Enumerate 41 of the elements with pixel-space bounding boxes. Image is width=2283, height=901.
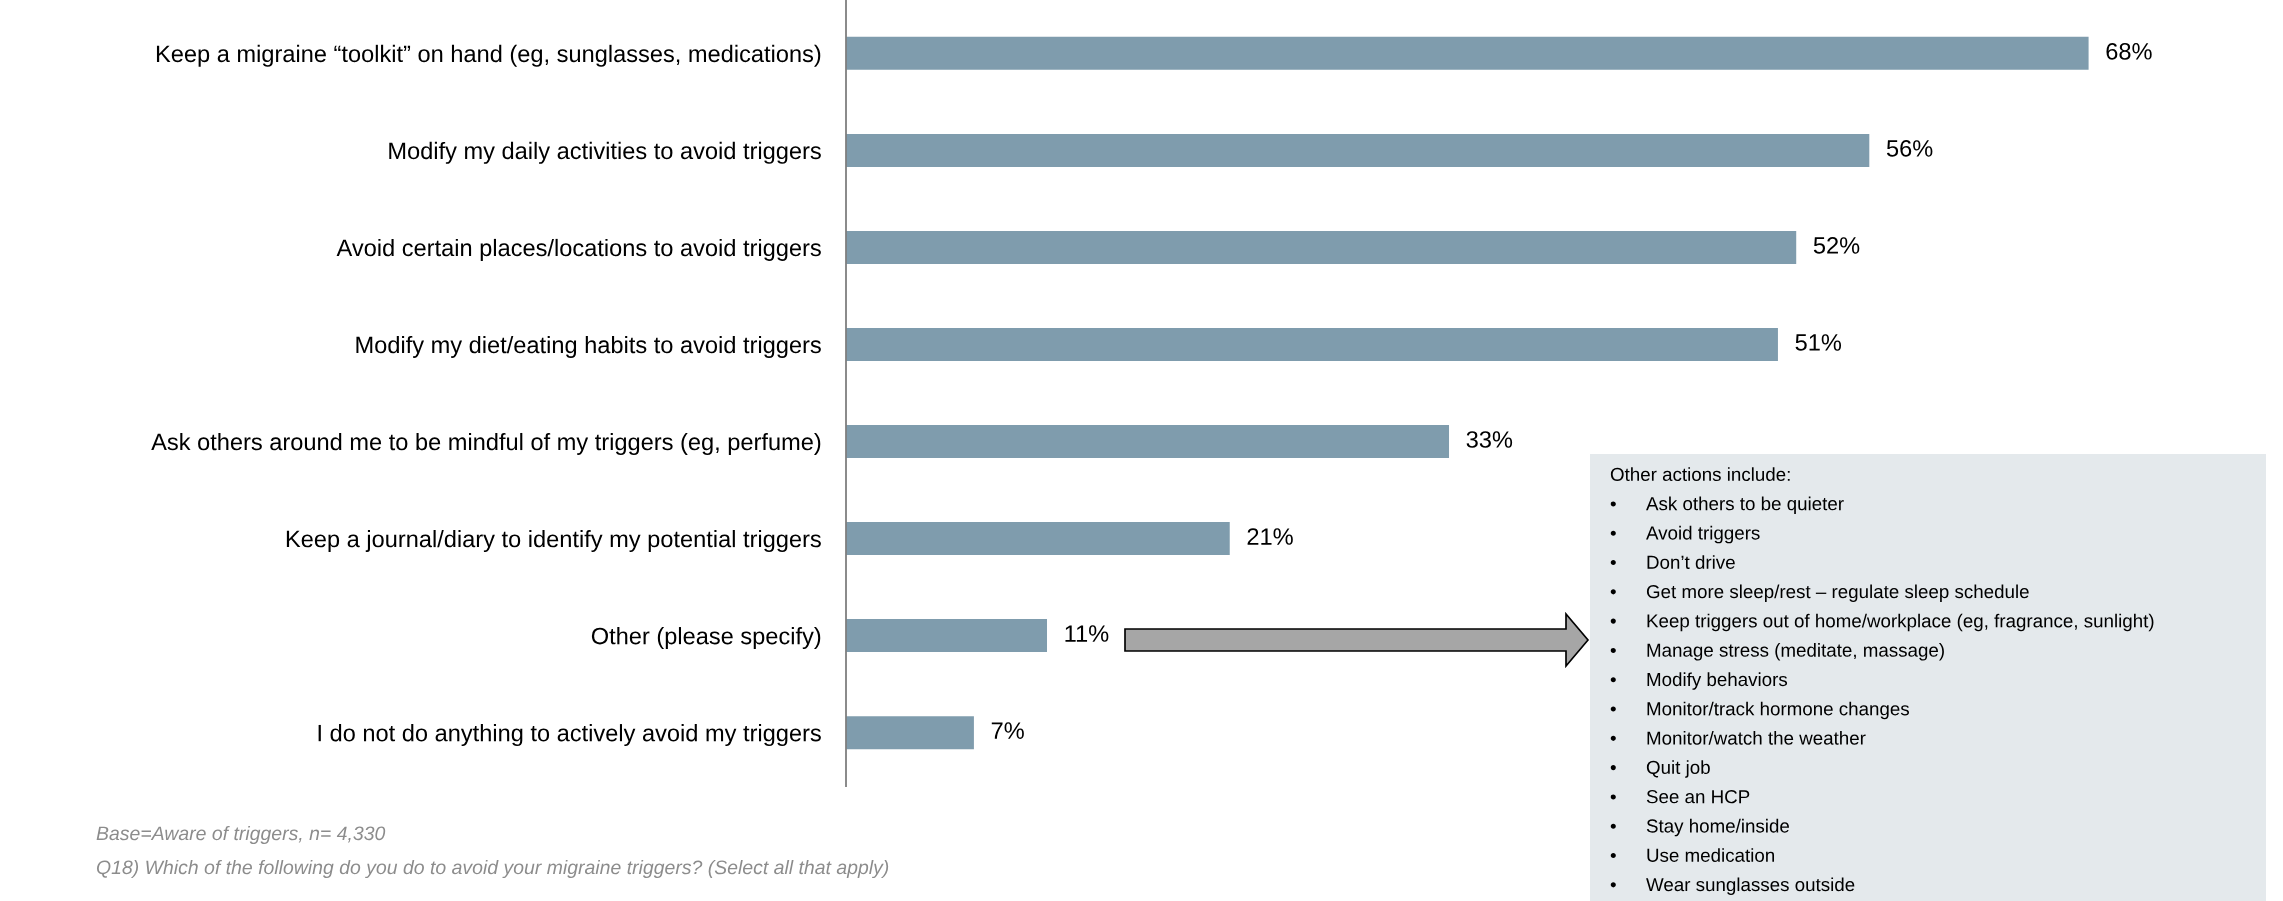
data-label: 7% [991,722,1024,739]
bar [846,425,1450,459]
text: • Monitor/watch the weather [1610,730,1866,745]
text: Base=Aware of triggers, n= 4,330 [96,825,386,845]
data-label: 33% [1466,431,1513,448]
data-label: 56% [1886,140,1933,157]
text: • Don’t drive [1610,555,1735,569]
text: • Ask others to be quieter [1610,496,1844,515]
text: • Keep triggers out of home/workplace (eg, fragrance, sunlight) [1610,613,2154,632]
bar [846,36,2089,70]
y-tick-label: Keep a migraine “toolkit” on hand (eg, sunglasses, medications) [156,44,821,67]
y-tick-label: Ask others around me to be mindful of my triggers (eg, perfume) [151,432,821,455]
text: • Stay home/inside [1610,818,1789,837]
data-label: 21% [1247,528,1293,545]
bar [846,716,974,750]
text: • Avoid triggers [1610,525,1760,544]
bar [846,133,1870,167]
bar [846,327,1778,361]
data-label: 68% [2106,42,2152,60]
text: • Monitor/track hormone changes [1610,701,1909,720]
y-tick-label: Other (please specify) [591,627,821,650]
data-label: 51% [1795,334,1842,351]
data-label: 52% [1813,237,1860,254]
y-tick-label: Avoid certain places/locations to avoid triggers [336,238,821,261]
y-tick-label: I do not do anything to actively avoid my triggers [318,724,821,747]
text: • Manage stress (meditate, massage) [1610,643,1944,661]
bar [846,522,1230,556]
text: • Quit job [1610,760,1710,778]
text: • Get more sleep/rest – regulate sleep schedule [1610,584,2029,602]
text: • See an HCP [1610,790,1750,804]
text: • Use medication [1610,848,1775,862]
bar [846,230,1797,264]
y-tick-label: Modify my daily activities to avoid triggers [389,141,821,164]
text: • Modify behaviors [1610,672,1788,690]
data-label: 11% [1065,625,1109,642]
text: Q18) Which of the following do you do to avoid your migraine triggers? (Select all that apply) [96,859,889,879]
bar [846,619,1048,653]
y-tick-label: Keep a journal/diary to identify my potential triggers [286,530,821,553]
y-tick-label: Modify my diet/eating habits to avoid triggers [356,335,821,358]
text: • Wear sunglasses outside [1610,877,1855,895]
annotation: Other actions include: [1610,467,1790,482]
